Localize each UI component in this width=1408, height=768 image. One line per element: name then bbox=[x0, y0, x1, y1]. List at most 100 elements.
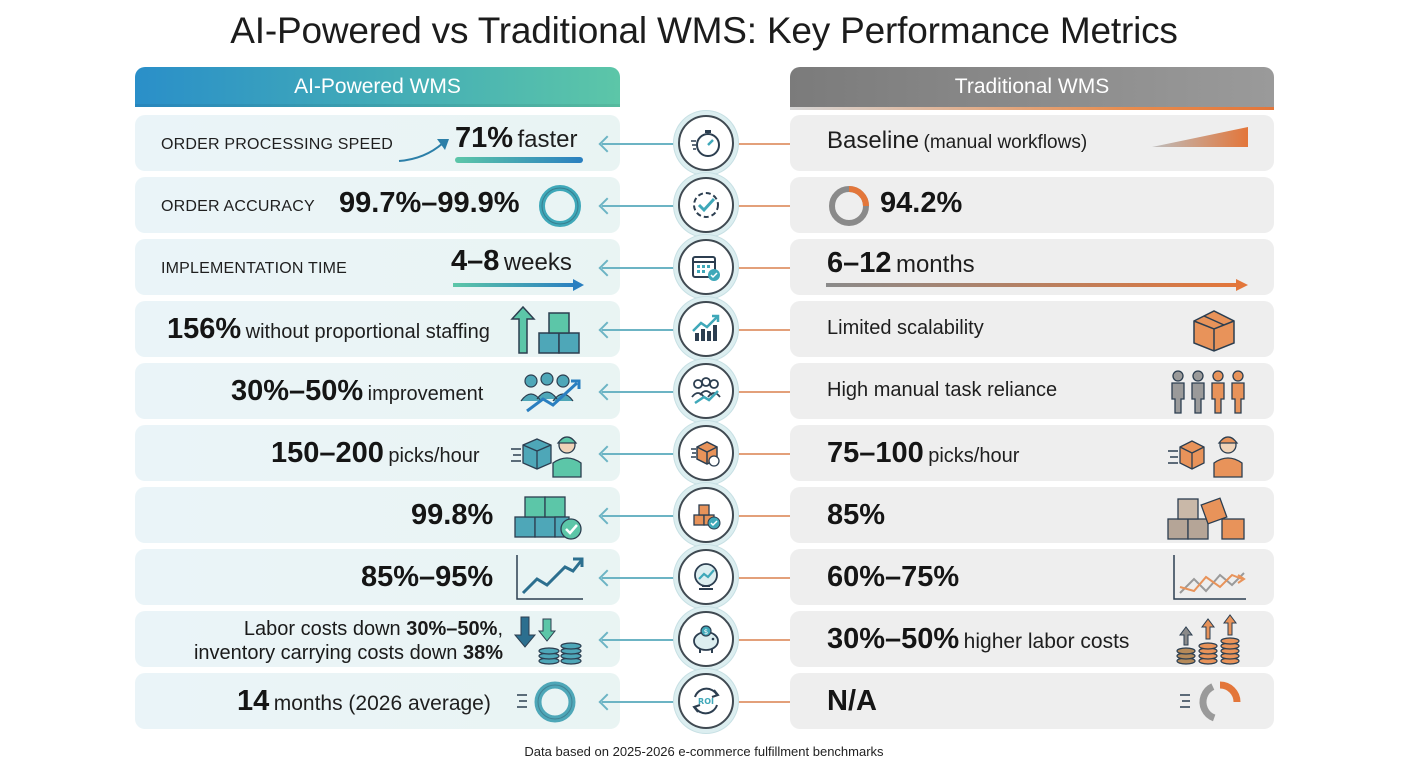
box-pick-icon bbox=[691, 441, 720, 467]
hub-target-check bbox=[678, 177, 734, 233]
donut-gauge-icon bbox=[539, 185, 581, 227]
metric-unit: weeks bbox=[503, 249, 572, 276]
ai-row-roi-payback: 14 months (2026 average) bbox=[135, 673, 620, 729]
metric-value: 99.8% bbox=[411, 499, 494, 531]
ai-column-header: AI-Powered WMS bbox=[135, 67, 620, 107]
ai-row-order-processing: ORDER PROCESSING SPEED 71% faster bbox=[135, 115, 620, 171]
ai-row-implementation: IMPLEMENTATION TIME 4–8 weeks bbox=[135, 239, 620, 295]
metric-value: 156% bbox=[167, 313, 242, 345]
trend-line-icon bbox=[516, 555, 584, 600]
left-connector-arrow bbox=[602, 391, 674, 393]
tr-row-implementation: 6–12 months bbox=[790, 239, 1274, 295]
piggy-bank-icon: $ bbox=[693, 625, 719, 653]
metric-value: 6–12 bbox=[827, 247, 892, 279]
ai-row-forecast-accuracy: 85%–95% bbox=[135, 549, 620, 605]
worker-box-icon bbox=[1168, 436, 1243, 478]
metric-value: 99.7%–99.9% bbox=[339, 187, 520, 219]
cost-line-2: inventory carrying costs down 38% bbox=[135, 641, 503, 665]
metric-value: 30%–50% bbox=[827, 623, 960, 655]
tr-row-forecast-accuracy: 60%–75% bbox=[790, 549, 1274, 605]
svg-text:$: $ bbox=[704, 628, 708, 636]
left-connector-arrow bbox=[602, 577, 674, 579]
ai-row-productivity: 30%–50% improvement bbox=[135, 363, 620, 419]
metric-value: 150–200 bbox=[271, 437, 384, 469]
traditional-column-header: Traditional WMS bbox=[790, 67, 1274, 110]
metric-unit: picks/hour bbox=[388, 445, 480, 467]
hub-box-pick bbox=[678, 425, 734, 481]
metric-value: Limited scalability bbox=[827, 317, 984, 339]
metric-unit: higher labor costs bbox=[963, 630, 1130, 653]
hub-forecast-globe bbox=[678, 549, 734, 605]
ai-row-scalability: 156% without proportional staffing bbox=[135, 301, 620, 357]
scaling-boxes-icon bbox=[510, 305, 580, 354]
right-connector-arrow bbox=[738, 391, 804, 393]
metric-unit: (manual workflows) bbox=[923, 132, 1088, 153]
wedge-gauge-icon bbox=[1152, 127, 1248, 147]
left-connector-arrow bbox=[602, 267, 674, 269]
right-connector-arrow bbox=[738, 515, 804, 517]
metric-value: 4–8 bbox=[451, 245, 500, 277]
hub-roi-cycle: ROI bbox=[678, 673, 734, 729]
ai-row-inventory-accuracy: 99.8% bbox=[135, 487, 620, 543]
metric-unit: months (2026 average) bbox=[273, 692, 491, 715]
metric-value: 85% bbox=[827, 499, 886, 531]
tr-row-picking-rate: 75–100 picks/hour bbox=[790, 425, 1274, 481]
cost-line-1-suffix: , bbox=[497, 618, 503, 640]
tr-row-order-processing: Baseline (manual workflows) bbox=[790, 115, 1274, 171]
hub-calendar bbox=[678, 239, 734, 295]
target-check-icon bbox=[693, 192, 719, 218]
metric-unit: faster bbox=[517, 126, 578, 153]
ai-row-picking-rate: 150–200 picks/hour bbox=[135, 425, 620, 481]
ai-row-cost-savings: Labor costs down 30%–50%, inventory carr… bbox=[135, 611, 620, 667]
metric-unit: without proportional staffing bbox=[245, 321, 490, 343]
left-connector-arrow bbox=[602, 639, 674, 641]
roi-cycle-icon: ROI bbox=[692, 687, 720, 715]
scattered-boxes-icon bbox=[1167, 497, 1245, 540]
hub-team-growth bbox=[678, 363, 734, 419]
metric-value: 71% bbox=[455, 122, 514, 154]
metric-value: 85%–95% bbox=[361, 561, 494, 593]
metric-label: ORDER PROCESSING SPEED bbox=[161, 136, 394, 153]
partial-gauge-icon bbox=[1180, 681, 1241, 723]
stopwatch-icon bbox=[691, 130, 720, 157]
svg-text:ROI: ROI bbox=[698, 697, 714, 706]
inventory-check-icon bbox=[514, 496, 582, 540]
left-connector-arrow bbox=[602, 143, 674, 145]
tr-row-cost-savings: 30%–50% higher labor costs bbox=[790, 611, 1274, 667]
team-growth-icon bbox=[691, 377, 721, 405]
metric-value: 75–100 bbox=[827, 437, 924, 469]
progress-bar bbox=[455, 157, 583, 163]
left-connector-arrow bbox=[602, 453, 674, 455]
hub-inventory-check bbox=[678, 487, 734, 543]
partial-donut-icon bbox=[829, 186, 869, 226]
tr-row-order-accuracy: 94.2% bbox=[790, 177, 1274, 233]
metric-value: 60%–75% bbox=[827, 561, 960, 593]
metric-unit: picks/hour bbox=[928, 445, 1020, 467]
coins-down-icon bbox=[513, 616, 582, 665]
left-connector-arrow bbox=[602, 701, 674, 703]
right-connector-arrow bbox=[738, 329, 804, 331]
box-icon bbox=[1193, 310, 1235, 352]
tr-row-inventory-accuracy: 85% bbox=[790, 487, 1274, 543]
metric-unit: months bbox=[895, 251, 975, 278]
right-connector-arrow bbox=[738, 267, 804, 269]
right-connector-arrow bbox=[738, 205, 804, 207]
left-connector-arrow bbox=[602, 515, 674, 517]
timeline-arrow-icon bbox=[826, 279, 1248, 291]
ai-row-order-accuracy: ORDER ACCURACY 99.7%–99.9% bbox=[135, 177, 620, 233]
cost-line-2-value: 38% bbox=[462, 642, 503, 664]
right-connector-arrow bbox=[738, 701, 804, 703]
worker-box-icon bbox=[511, 436, 582, 478]
tr-row-productivity: High manual task reliance bbox=[790, 363, 1274, 419]
tr-row-scalability: Limited scalability bbox=[790, 301, 1274, 357]
metric-value: 94.2% bbox=[880, 187, 963, 219]
hub-growth-chart bbox=[678, 301, 734, 357]
metric-value: High manual task reliance bbox=[827, 379, 1058, 401]
hub-stopwatch bbox=[678, 115, 734, 171]
page-title: AI-Powered vs Traditional WMS: Key Perfo… bbox=[230, 10, 1178, 51]
cost-line-2-text: inventory carrying costs down bbox=[193, 642, 463, 664]
metric-unit: improvement bbox=[367, 383, 484, 405]
metric-label: IMPLEMENTATION TIME bbox=[161, 260, 348, 277]
inventory-check-icon bbox=[693, 504, 721, 530]
left-connector-arrow bbox=[602, 329, 674, 331]
